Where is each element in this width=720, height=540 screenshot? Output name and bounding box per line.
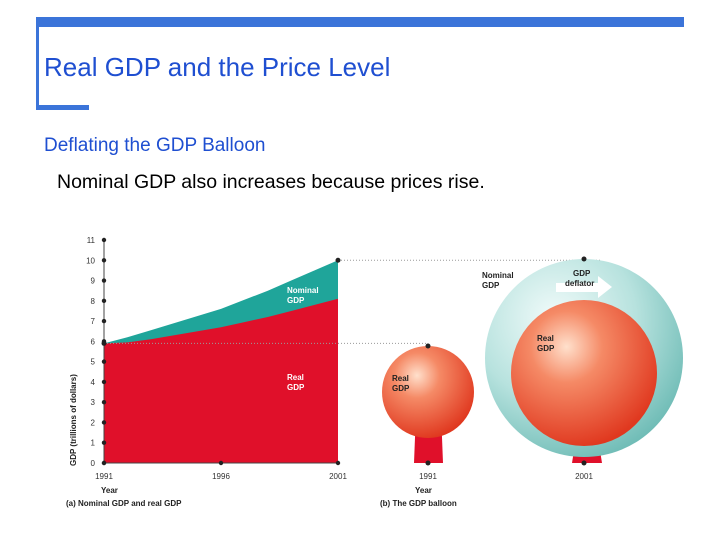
x-tick-mark xyxy=(101,460,107,466)
balloon-1991-real-label-line1: Real xyxy=(392,374,409,383)
y-tick-mark xyxy=(101,298,107,304)
title-accent-side xyxy=(36,17,39,108)
y-tick-mark xyxy=(101,359,107,364)
balloon-2001-top-dot xyxy=(581,256,587,262)
balloon-2001-nominal-label-line2: GDP xyxy=(482,281,500,290)
y-tick-label: 8 xyxy=(91,297,96,306)
y-tick-mark xyxy=(101,440,107,445)
y-tick-label: 6 xyxy=(91,337,96,346)
title-accent-bar xyxy=(36,17,684,27)
y-tick-mark xyxy=(101,399,107,405)
y-tick-label: 5 xyxy=(91,358,96,367)
real-gdp-area xyxy=(104,298,338,463)
y-tick-label: 7 xyxy=(91,317,96,326)
y-tick-mark xyxy=(101,318,107,324)
real-gdp-label: Real GDP xyxy=(287,373,306,392)
x-tick-mark xyxy=(218,460,224,466)
panel-b-caption: (b) The GDP balloon xyxy=(380,499,457,508)
balloon-2001-nominal-label-line1: Nominal xyxy=(482,271,514,280)
nominal-gdp-label-line2: GDP xyxy=(287,296,305,305)
balloon-1991-year: 1991 xyxy=(419,472,437,481)
deflator-label-line2: deflator xyxy=(565,279,594,288)
x-tick-label: 1991 xyxy=(95,472,113,481)
y-tick-mark xyxy=(101,420,107,425)
nominal-gdp-label-line1: Nominal xyxy=(287,286,319,295)
balloon-2001-nominal-label: Nominal GDP xyxy=(482,271,516,290)
y-tick-label: 10 xyxy=(86,256,95,265)
y-tick-label: 11 xyxy=(87,236,96,245)
bullet-text: Nominal GDP also increases because price… xyxy=(57,171,485,193)
balloon-2001-year: 2001 xyxy=(575,472,593,481)
y-tick-label: 0 xyxy=(91,459,96,468)
y-tick-mark xyxy=(101,258,107,263)
balloon-2001-real-label: Real GDP xyxy=(537,334,556,353)
balloon-1991-real-label: Real GDP xyxy=(392,374,411,393)
panel-a-caption: (a) Nominal GDP and real GDP xyxy=(66,499,182,508)
panel-b-xlabel: Year xyxy=(415,486,432,495)
real-gdp-label-line2: GDP xyxy=(287,383,305,392)
y-tick-mark xyxy=(101,278,107,283)
y-tick-mark xyxy=(101,237,107,243)
balloon-1991-real xyxy=(382,346,474,438)
panel-a: 0 1 2 3 4 5 6 7 8 9 10 11 1991 1996 2001 Nominal GDP … xyxy=(66,236,600,508)
nominal-end-point xyxy=(335,257,341,263)
y-tick-label: 3 xyxy=(91,398,96,407)
y-tick-label: 1 xyxy=(91,439,96,448)
deflator-arrow xyxy=(556,276,612,298)
y-tick-label: 2 xyxy=(91,418,96,427)
slide-title: Real GDP and the Price Level xyxy=(44,52,391,82)
balloon-1991-top-dot xyxy=(425,343,431,349)
x-axis-title: Year xyxy=(101,486,118,495)
nominal-gdp-label: Nominal GDP xyxy=(287,286,321,305)
real-gdp-label-line1: Real xyxy=(287,373,304,382)
title-accent-foot xyxy=(36,105,89,110)
y-axis-title: GDP (trillions of dollars) xyxy=(69,374,78,466)
deflator-label: GDP deflator xyxy=(565,269,594,288)
balloon-2001-base-dot xyxy=(581,460,587,466)
balloon-2001-real xyxy=(511,300,657,446)
y-tick-label: 9 xyxy=(91,277,96,286)
balloon-1991-base-dot xyxy=(425,460,431,466)
y-tick-mark xyxy=(101,379,107,385)
deflator-label-line1: GDP xyxy=(573,269,591,278)
balloon-1991-real-label-line2: GDP xyxy=(392,384,410,393)
x-tick-label: 2001 xyxy=(329,472,347,481)
balloon-2001-real-label-line1: Real xyxy=(537,334,554,343)
x-tick-label: 1996 xyxy=(212,472,230,481)
slide-subheading: Deflating the GDP Balloon xyxy=(44,135,266,156)
real-start-point xyxy=(101,340,107,346)
x-tick-mark xyxy=(335,460,341,466)
balloon-2001-real-label-line2: GDP xyxy=(537,344,555,353)
panel-b: Real GDP GDP deflator Nominal GDP Real G… xyxy=(380,256,683,508)
y-tick-label: 4 xyxy=(91,378,96,387)
